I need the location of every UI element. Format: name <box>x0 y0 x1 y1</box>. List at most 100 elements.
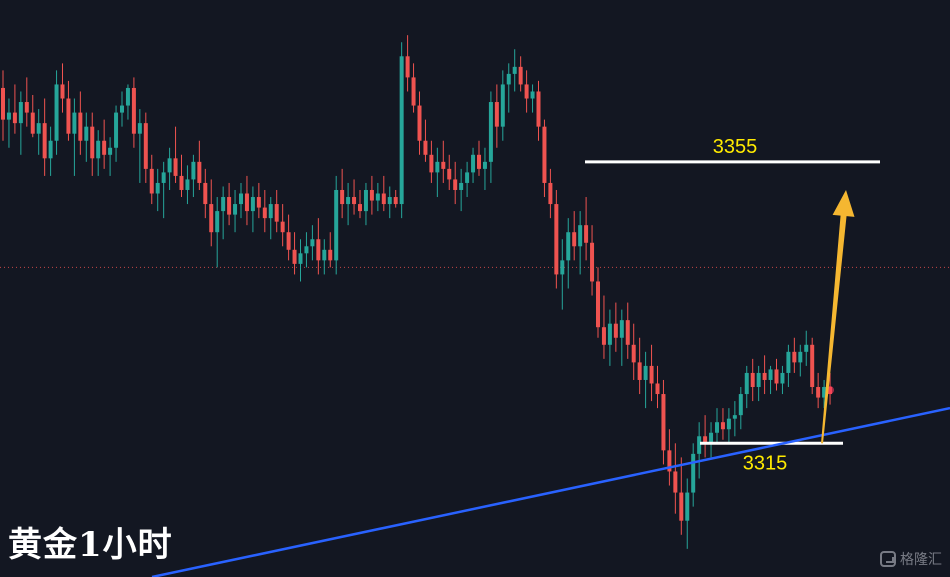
candle-body <box>54 84 59 141</box>
candle-body <box>18 102 23 124</box>
candle-body <box>322 249 327 261</box>
candle-body <box>441 161 446 169</box>
candle-body <box>334 189 339 261</box>
candle-body <box>233 204 238 215</box>
candle-body <box>459 182 464 190</box>
candle-body <box>78 112 83 141</box>
logo-icon <box>880 551 896 567</box>
candle-body <box>179 175 184 190</box>
candle-body <box>197 161 202 183</box>
candle-body <box>500 84 505 127</box>
candle-body <box>280 221 285 233</box>
candle-body <box>131 87 136 134</box>
candle-body <box>167 158 172 173</box>
candle-body <box>143 123 148 169</box>
candle-body <box>667 450 672 472</box>
candle-body <box>125 87 130 106</box>
candle-body <box>328 249 333 261</box>
candle-body <box>24 102 29 113</box>
candle-body <box>120 105 124 113</box>
candle-body <box>572 232 577 247</box>
candle-body <box>399 56 404 205</box>
candle-body <box>584 225 589 243</box>
candle-body <box>661 394 666 451</box>
candle-body <box>84 126 89 141</box>
candle-body <box>114 112 119 148</box>
candle-body <box>191 161 196 180</box>
price-levels: 3355 3315 <box>585 136 880 474</box>
candle-body <box>601 327 606 345</box>
up-forecast-arrow <box>821 189 855 444</box>
candle-body <box>465 172 470 183</box>
candle-body <box>66 98 71 134</box>
candle-body <box>346 197 351 205</box>
candle-body <box>512 66 517 74</box>
candle-body <box>685 492 690 521</box>
candle-body <box>352 197 357 205</box>
candle-body <box>221 197 226 212</box>
candle-body <box>554 204 559 275</box>
candle-body <box>506 73 511 85</box>
candle-body <box>536 91 541 127</box>
candle-body <box>423 140 428 155</box>
candle-body <box>786 351 791 373</box>
candle-body <box>482 161 487 169</box>
candle-body <box>744 372 749 395</box>
candle-body <box>274 204 279 222</box>
candle-body <box>250 197 255 212</box>
forecast-arrow <box>821 189 855 444</box>
candle-body <box>637 362 642 380</box>
candle-body <box>161 172 166 183</box>
candle-body <box>649 365 654 384</box>
candle-body <box>488 102 493 162</box>
candle-body <box>750 372 755 388</box>
candle-body <box>30 112 35 134</box>
candle-body <box>596 281 600 328</box>
candle-body <box>185 179 190 190</box>
candle-body <box>780 372 785 384</box>
candle-body <box>613 323 618 338</box>
candle-body <box>292 249 297 264</box>
ascending-trendline <box>151 406 950 577</box>
candle-body <box>12 112 17 124</box>
candle-body <box>72 112 77 134</box>
candle-body <box>518 66 523 85</box>
candle-body <box>369 189 374 201</box>
candle-body <box>381 193 386 205</box>
candle-body <box>804 344 809 352</box>
candle-body <box>173 158 178 176</box>
candle-body <box>691 453 696 493</box>
candle-body <box>268 204 273 219</box>
candle-body <box>709 432 714 444</box>
candle-body <box>393 197 398 205</box>
candle-body <box>792 351 797 363</box>
candle-body <box>530 91 535 99</box>
candle-body <box>286 232 291 250</box>
candle-body <box>631 344 636 363</box>
candle-body <box>244 193 249 212</box>
candle-body <box>548 182 553 205</box>
candle-body <box>108 147 113 155</box>
candle-body <box>1 87 5 120</box>
candle-body <box>203 182 208 205</box>
candle-body <box>149 168 154 194</box>
candle-body <box>524 84 529 99</box>
candle-body <box>542 126 547 183</box>
candle-body <box>256 197 261 208</box>
support-level-label: 3315 <box>743 452 788 474</box>
candle-body <box>625 320 630 345</box>
candle-body <box>363 189 368 212</box>
candle-body <box>477 154 481 169</box>
candle-body <box>239 193 243 205</box>
candle-body <box>435 161 440 173</box>
candle-body <box>703 436 708 444</box>
candle-body <box>798 351 803 363</box>
watermark-logo: 格隆汇 <box>880 549 942 569</box>
candle-body <box>215 211 220 233</box>
candle-body <box>417 105 422 141</box>
candle-body <box>96 140 101 159</box>
candle-body <box>822 387 827 398</box>
candle-body <box>90 126 95 159</box>
candle-body <box>405 56 410 78</box>
